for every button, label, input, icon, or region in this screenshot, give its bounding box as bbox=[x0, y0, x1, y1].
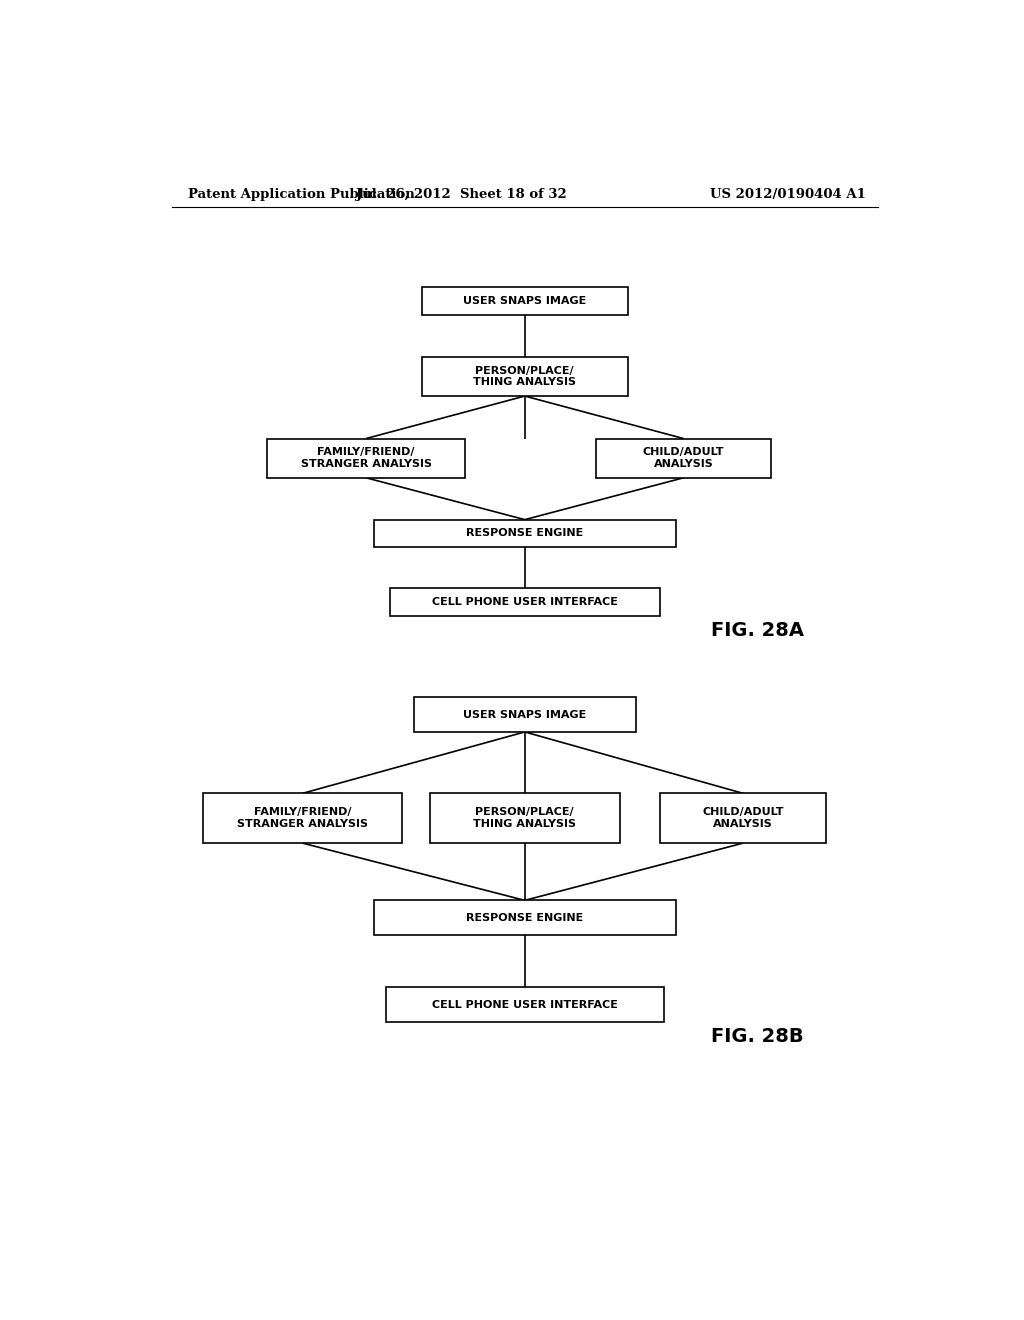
FancyBboxPatch shape bbox=[204, 793, 401, 843]
Text: FIG. 28A: FIG. 28A bbox=[712, 620, 804, 640]
Text: FAMILY/FRIEND/
STRANGER ANALYSIS: FAMILY/FRIEND/ STRANGER ANALYSIS bbox=[238, 808, 368, 829]
FancyBboxPatch shape bbox=[422, 288, 628, 315]
Text: Jul. 26, 2012  Sheet 18 of 32: Jul. 26, 2012 Sheet 18 of 32 bbox=[356, 189, 566, 202]
FancyBboxPatch shape bbox=[374, 520, 676, 546]
Text: FIG. 28B: FIG. 28B bbox=[712, 1027, 804, 1047]
FancyBboxPatch shape bbox=[430, 793, 620, 843]
Text: Patent Application Publication: Patent Application Publication bbox=[187, 189, 415, 202]
FancyBboxPatch shape bbox=[386, 987, 664, 1022]
Text: RESPONSE ENGINE: RESPONSE ENGINE bbox=[466, 913, 584, 923]
Text: PERSON/PLACE/
THING ANALYSIS: PERSON/PLACE/ THING ANALYSIS bbox=[473, 808, 577, 829]
Text: CELL PHONE USER INTERFACE: CELL PHONE USER INTERFACE bbox=[432, 597, 617, 607]
FancyBboxPatch shape bbox=[267, 438, 465, 478]
Text: USER SNAPS IMAGE: USER SNAPS IMAGE bbox=[463, 710, 587, 719]
Text: CELL PHONE USER INTERFACE: CELL PHONE USER INTERFACE bbox=[432, 1001, 617, 1010]
Text: US 2012/0190404 A1: US 2012/0190404 A1 bbox=[711, 189, 866, 202]
FancyBboxPatch shape bbox=[374, 900, 676, 935]
Text: PERSON/PLACE/
THING ANALYSIS: PERSON/PLACE/ THING ANALYSIS bbox=[473, 366, 577, 387]
FancyBboxPatch shape bbox=[596, 438, 771, 478]
Text: RESPONSE ENGINE: RESPONSE ENGINE bbox=[466, 528, 584, 539]
FancyBboxPatch shape bbox=[659, 793, 826, 843]
FancyBboxPatch shape bbox=[414, 697, 636, 731]
Text: USER SNAPS IMAGE: USER SNAPS IMAGE bbox=[463, 296, 587, 306]
Text: CHILD/ADULT
ANALYSIS: CHILD/ADULT ANALYSIS bbox=[643, 447, 724, 469]
Text: CHILD/ADULT
ANALYSIS: CHILD/ADULT ANALYSIS bbox=[702, 808, 783, 829]
FancyBboxPatch shape bbox=[390, 589, 659, 615]
FancyBboxPatch shape bbox=[422, 356, 628, 396]
Text: FAMILY/FRIEND/
STRANGER ANALYSIS: FAMILY/FRIEND/ STRANGER ANALYSIS bbox=[301, 447, 431, 469]
